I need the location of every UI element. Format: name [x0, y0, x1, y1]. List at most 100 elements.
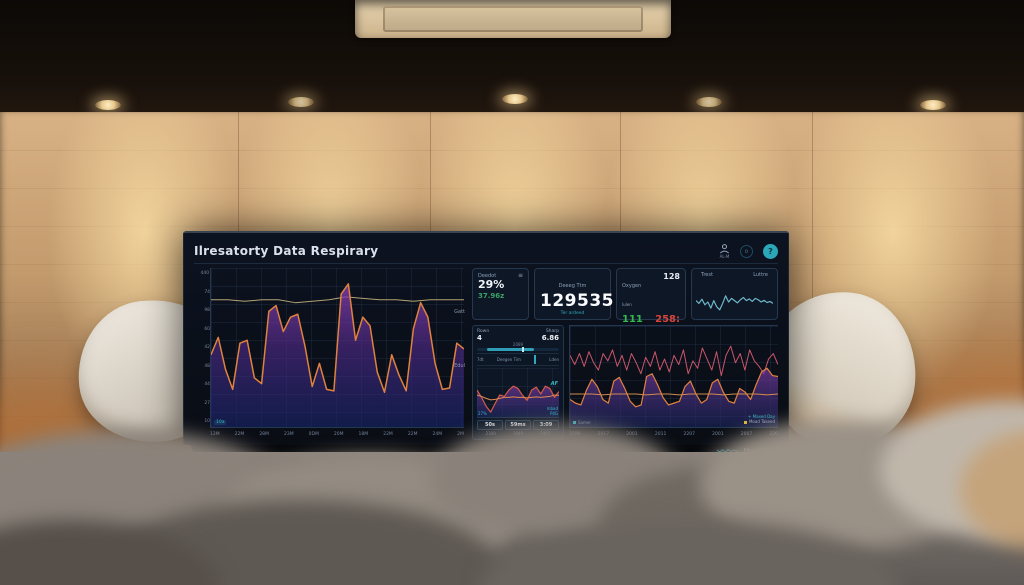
left-chart-side-label-mid: Edul: [454, 363, 465, 370]
left-chart-plot: Gatt Edul 10a: [210, 268, 465, 428]
card1-label: Deedot: [478, 272, 497, 279]
header-icons: AL-M o ?: [719, 243, 778, 259]
list-item: 22M: [383, 431, 393, 437]
card3-sublabel: lulen: [622, 302, 632, 307]
wall-seam: [812, 112, 813, 472]
card3-label: Oxygen: [622, 283, 642, 289]
status-ring-button[interactable]: o: [740, 244, 753, 258]
list-item: 2M: [457, 431, 464, 437]
ceiling-vent-panel: [383, 6, 643, 32]
stat-cards-row: Deedot ≡ 29% 37.96z Deeeg Ttm 129535 Ter…: [472, 268, 778, 325]
vitals-chart-svg: [570, 326, 778, 427]
progress-bar-fill: [486, 348, 535, 351]
left-chart-corner-tag: 10a: [214, 420, 227, 425]
detail-row-label-3: Lden: [549, 357, 559, 362]
card2-subtext: Ter ardeed: [560, 311, 585, 317]
mini-chart-percent: 27%: [478, 411, 487, 416]
card1-menu-icon[interactable]: ≡: [517, 272, 523, 279]
legend-maxed-day: + Maxed Day: [744, 414, 775, 420]
teal-marker-bar: [534, 355, 537, 364]
list-item: 22M: [407, 431, 418, 437]
list-item: 10: [203, 418, 210, 424]
card4-label: Trest: [701, 272, 713, 278]
ceiling-vent: [355, 0, 671, 38]
rown-label: Rown: [477, 329, 490, 334]
main-respiration-chart: 440 74 98 60 42 48 44 27 10 Gatt Edul 10a 12M 22M…: [194, 268, 465, 440]
list-item: 48: [203, 362, 210, 369]
af-logo: AF: [550, 380, 558, 387]
legend-moad: Moad Takeed: [743, 419, 775, 425]
list-item: 20M: [333, 431, 344, 437]
mini-chart-svg: [477, 368, 559, 417]
list-item: 2007: [740, 431, 753, 437]
health-dashboard-screen: Ilresatorty Data Respirary AL-M o ?: [183, 231, 789, 445]
user-icon-label: AL-M: [719, 254, 730, 259]
legend-swatch-teal: [573, 421, 576, 424]
list-item: 22M: [234, 431, 245, 437]
legend-moad-label: Moad Takeed: [748, 419, 775, 425]
detail-row-label-1: 7dt: [477, 357, 484, 362]
recessed-light: [696, 97, 722, 107]
stat-card-trend[interactable]: Trest Luttre: [691, 268, 778, 320]
lower-row: Rown 4 Sharp 6.86 2089: [472, 325, 778, 440]
card1-subvalue: 37.96z: [478, 291, 505, 300]
sharp-value: 6.86: [541, 334, 559, 342]
list-item: 50s: [477, 420, 503, 430]
status-ring-glyph: o: [744, 247, 749, 255]
list-item: 28M: [259, 431, 269, 437]
card2-value: 129535: [540, 291, 614, 311]
card3-red-value: 258:: [655, 314, 680, 325]
dashboard-header: Ilresatorty Data Respirary AL-M o ?: [194, 239, 778, 264]
card1-value: 29%: [478, 278, 505, 291]
rown-value: 4: [477, 334, 482, 342]
recessed-light: [288, 97, 314, 107]
list-item: 74: [203, 288, 210, 295]
recessed-light: [920, 100, 946, 110]
sharp-label: Sharp: [545, 329, 559, 334]
card2-label: Deeeg Ttm: [558, 283, 587, 289]
vitals-chart-plot: Samer + Maxed Day Moad Takeed: [569, 325, 778, 428]
progress-caption: 2089: [512, 342, 524, 347]
progress-bar[interactable]: [477, 347, 559, 352]
dashboard-body: 440 74 98 60 42 48 44 27 10 Gatt Edul 10a 12M 22M…: [194, 268, 778, 440]
list-item: 2011: [654, 431, 667, 437]
list-item: 98: [203, 307, 210, 313]
minmax-bottom: P4G: [549, 410, 558, 416]
progress-bar-tick: [522, 347, 525, 352]
list-item: 2001: [712, 431, 724, 437]
vitals-chart: Samer + Maxed Day Moad Takeed: [569, 325, 778, 440]
right-column: Deedot ≡ 29% 37.96z Deeeg Ttm 129535 Ter…: [472, 268, 778, 440]
recessed-light: [95, 100, 121, 110]
stat-card-oxygen[interactable]: Oxygen lulen 128 111 258:: [616, 268, 686, 325]
left-chart-side-label-top: Gatt: [454, 309, 465, 316]
minmax-top: mbad: [546, 405, 558, 411]
list-item: 23M: [283, 431, 294, 437]
left-chart-svg: [211, 268, 464, 427]
list-item: 24M: [432, 431, 443, 437]
list-item: 2207: [683, 431, 695, 437]
mini-chart-minmax: mbad P4G: [547, 406, 558, 416]
recessed-light: [502, 94, 528, 104]
vitals-legend-left-label: Samer: [578, 420, 591, 425]
page-title: Ilresatorty Data Respirary: [194, 244, 379, 258]
help-badge-button[interactable]: ?: [763, 243, 778, 259]
detail-row-label-2: Deegen Tim: [496, 357, 521, 362]
list-item: 2001: [626, 431, 638, 437]
left-chart-y-axis: 440 74 98 60 42 48 44 27 10: [194, 268, 210, 428]
vitals-legend-right: + Maxed Day Moad Takeed: [743, 414, 775, 425]
list-item: 27: [203, 399, 210, 406]
list-item: 60: [203, 325, 210, 332]
card4-label2: Luttre: [753, 272, 768, 278]
stat-card-deep[interactable]: Deedot ≡ 29% 37.96z: [472, 268, 529, 320]
list-item: 440: [200, 270, 210, 276]
stat-card-sleep-time[interactable]: Deeeg Ttm 129535 Ter ardeed: [534, 268, 614, 320]
list-item: 12M: [210, 431, 220, 437]
user-menu-button[interactable]: AL-M: [719, 243, 730, 259]
list-item: 44: [203, 381, 210, 387]
card4-sparkline: [696, 288, 773, 316]
list-item: 18M: [358, 431, 369, 437]
help-badge-glyph: ?: [768, 246, 773, 256]
mini-chart: 27% AF mbad P4G: [477, 368, 559, 418]
list-item: 42: [203, 344, 210, 350]
user-icon: [720, 244, 729, 254]
